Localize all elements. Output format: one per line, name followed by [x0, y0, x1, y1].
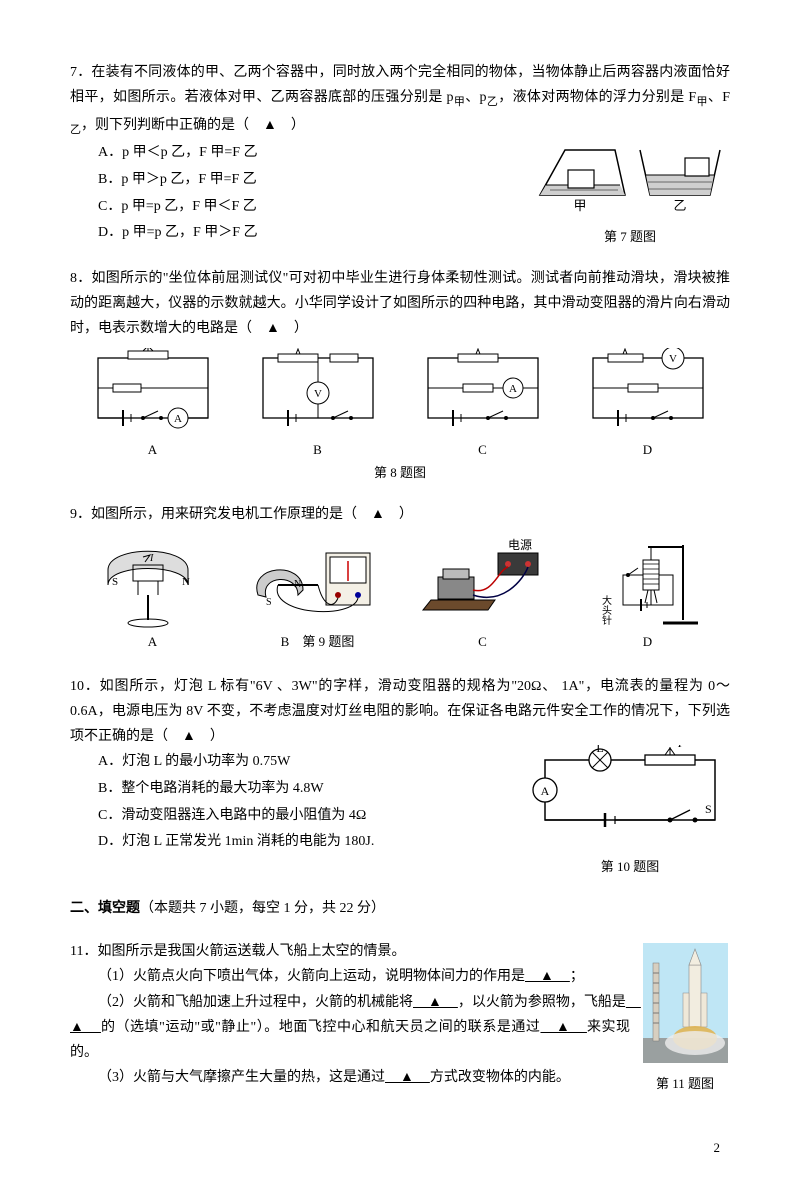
q11-blank-4: ▲: [540, 1020, 586, 1035]
q11-p1: （1）火箭点火向下喷出气体，火箭向上运动，说明物体间力的作用是 ▲ ；: [70, 964, 730, 989]
q9-fig-a: S N I A: [72, 535, 233, 653]
question-7: 7．在装有不同液体的甲、乙两个容器中，同时放入两个完全相同的物体，当物体静止后两…: [70, 60, 730, 248]
section-2-desc: （本题共 7 小题，每空 1 分，共 22 分）: [140, 901, 385, 916]
svg-text:P: P: [677, 745, 686, 750]
q11-p3b: 方式改变物体的内能。: [430, 1070, 570, 1085]
svg-text:大头针: 大头针: [599, 594, 611, 626]
question-11: 第 11 题图 11．如图所示是我国火箭运送载人飞船上太空的情景。 （1）火箭点…: [70, 939, 730, 1096]
q8-b-label: B: [237, 438, 398, 461]
q11-p2c: 的（选填"运动"或"静止"）。地面飞控中心和航天员之间的联系是通过: [101, 1020, 541, 1035]
svg-text:A: A: [174, 413, 182, 425]
q10-figure: L P A S 第 10 题图: [530, 745, 730, 878]
q7-text-2: 、p: [465, 90, 486, 105]
q9-stem: 9．如图所示，用来研究发电机工作原理的是（ ▲ ）: [70, 502, 730, 527]
q7-text-3: ，液体对两物体的浮力分别是 F: [498, 90, 696, 105]
q8-fig-c: A C: [402, 348, 563, 461]
q11-p2a: （2）火箭和飞船加速上升过程中，火箭的机械能将: [98, 995, 413, 1010]
page-number: 2: [70, 1136, 730, 1159]
svg-text:S: S: [112, 576, 118, 588]
q10-fig-label: 第 10 题图: [530, 855, 730, 878]
svg-text:S: S: [266, 597, 272, 608]
q9-fig-label: 第 9 题图: [302, 634, 354, 649]
q8-stem: 8．如图所示的"坐位体前屈测试仪"可对初中毕业生进行身体柔韧性测试。测试者向前推…: [70, 266, 730, 342]
q9-fig-b: S N B 第 9 题图: [237, 535, 398, 653]
q9-c-label: C: [402, 630, 563, 653]
svg-text:V: V: [669, 353, 677, 365]
q7-fig-label: 第 7 题图: [530, 225, 730, 248]
q7-stem: 7．在装有不同液体的甲、乙两个容器中，同时放入两个完全相同的物体，当物体静止后两…: [70, 60, 730, 140]
svg-text:电源: 电源: [508, 538, 532, 552]
svg-text:A: A: [509, 383, 517, 395]
q9-b-label: B: [281, 634, 290, 649]
q7-sub-2: 乙: [487, 96, 499, 108]
q11-p3a: （3）火箭与大气摩擦产生大量的热，这是通过: [98, 1070, 385, 1085]
q11-blank-1: ▲: [525, 969, 570, 984]
svg-text:A: A: [541, 784, 550, 798]
q9-d-label: D: [567, 630, 728, 653]
q8-fig-label: 第 8 题图: [70, 461, 730, 484]
svg-text:N: N: [182, 576, 190, 588]
q11-blank-2: ▲: [413, 995, 458, 1010]
section-2-title: 二、填空题: [70, 901, 140, 916]
q8-a-label: A: [72, 438, 233, 461]
q7-sub-4: 乙: [70, 124, 81, 136]
q8-figures: A A: [70, 346, 730, 463]
q11-stem: 11．如图所示是我国火箭运送载人飞船上太空的情景。: [70, 939, 730, 964]
svg-text:L: L: [596, 745, 603, 755]
q7-sub-3: 甲: [696, 96, 708, 108]
q11-p1b: ；: [570, 969, 584, 984]
q7-label-jia: 甲: [573, 198, 586, 213]
q7-figure: 甲 乙 第 7 题图: [530, 140, 730, 248]
q7-label-yi: 乙: [673, 198, 686, 213]
q8-fig-a: A A: [72, 348, 233, 461]
section-2-heading: 二、填空题（本题共 7 小题，每空 1 分，共 22 分）: [70, 896, 730, 921]
q11-p1a: （1）火箭点火向下喷出气体，火箭向上运动，说明物体间力的作用是: [98, 969, 525, 984]
question-8: 8．如图所示的"坐位体前屈测试仪"可对初中毕业生进行身体柔韧性测试。测试者向前推…: [70, 266, 730, 484]
q10-stem: 10．如图所示，灯泡 L 标有"6V 、3W"的字样，滑动变阻器的规格为"20Ω…: [70, 674, 730, 750]
q8-c-label: C: [402, 438, 563, 461]
q9-fig-d: 大头针 D: [567, 535, 728, 653]
q7-sub-1: 甲: [454, 96, 466, 108]
q11-blank-5: ▲: [385, 1070, 430, 1085]
question-10: 10．如图所示，灯泡 L 标有"6V 、3W"的字样，滑动变阻器的规格为"20Ω…: [70, 674, 730, 878]
q11-figure: 第 11 题图: [640, 943, 730, 1096]
q7-text-5: ，则下列判断中正确的是（ ▲ ）: [81, 118, 305, 133]
q9-fig-c: 电源 C: [402, 535, 563, 653]
q8-fig-d: V D: [567, 348, 728, 461]
q9-a-label: A: [72, 630, 233, 653]
q7-text-4: 、F: [708, 90, 730, 105]
q9-figures: S N I A S N: [70, 533, 730, 655]
q11-fig-label: 第 11 题图: [640, 1072, 730, 1095]
q8-d-label: D: [567, 438, 728, 461]
svg-text:V: V: [314, 388, 322, 400]
q8-fig-b: V B: [237, 348, 398, 461]
svg-text:S: S: [705, 802, 712, 816]
q11-p2: （2）火箭和飞船加速上升过程中，火箭的机械能将 ▲ ，以火箭为参照物，飞船是 ▲…: [70, 990, 730, 1066]
q11-p3: （3）火箭与大气摩擦产生大量的热，这是通过 ▲ 方式改变物体的内能。: [70, 1065, 730, 1090]
question-9: 9．如图所示，用来研究发电机工作原理的是（ ▲ ） S N I A: [70, 502, 730, 656]
q11-p2b: ，以火箭为参照物，飞船是: [458, 995, 626, 1010]
